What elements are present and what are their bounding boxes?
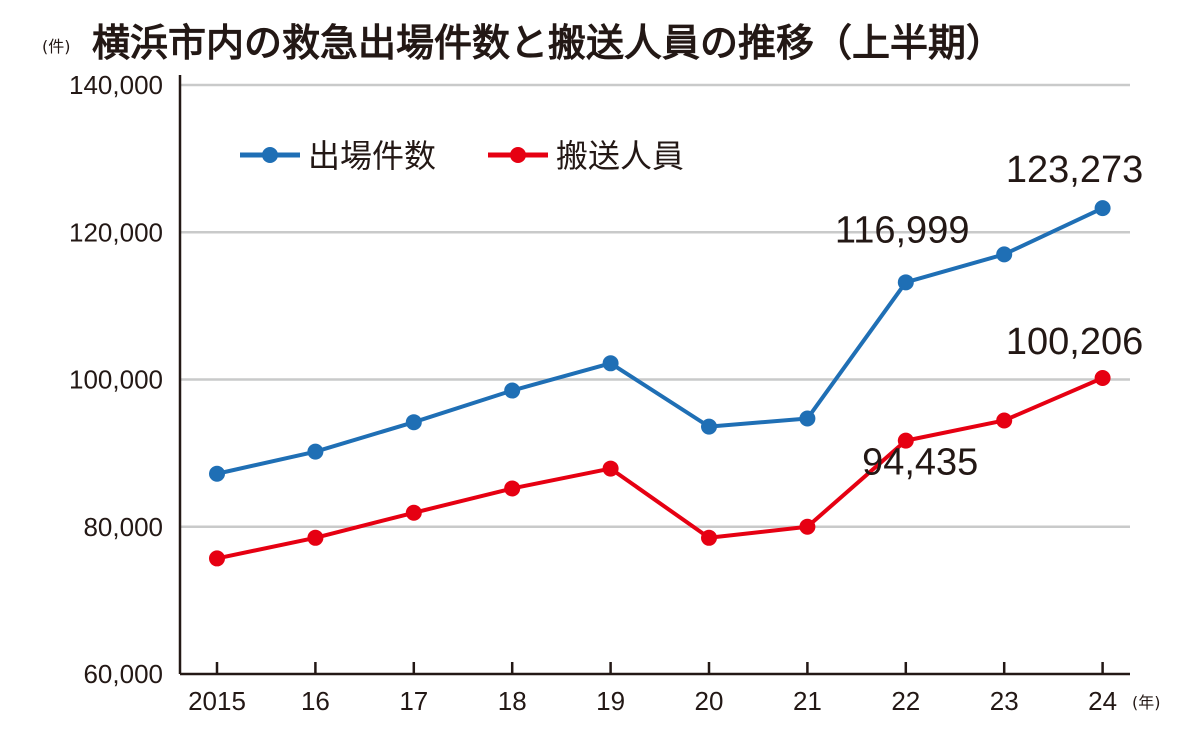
legend-label-transported: 搬送人員 <box>556 137 684 175</box>
data-point <box>701 529 717 546</box>
y-tick-label: 80,000 <box>83 512 163 542</box>
data-point <box>1094 200 1111 217</box>
x-tick-label: 16 <box>301 686 330 716</box>
y-tick-label: 100,000 <box>69 365 163 395</box>
data-point <box>307 443 324 460</box>
data-point <box>209 550 225 567</box>
x-tick-label: 17 <box>399 686 428 716</box>
legend-marker-transported <box>510 147 526 163</box>
chart-title: 横浜市内の救急出場件数と搬送人員の推移（上半期） <box>92 21 1004 65</box>
data-point <box>996 412 1013 429</box>
x-tick-label: 21 <box>793 686 822 716</box>
data-point <box>504 382 521 399</box>
data-point <box>701 418 717 435</box>
y-tick-label: 60,000 <box>83 659 163 689</box>
data-point <box>897 274 914 291</box>
data-point <box>1094 369 1111 386</box>
data-point <box>897 432 914 449</box>
x-tick-label: 20 <box>695 686 724 716</box>
x-tick-label: 23 <box>990 686 1019 716</box>
data-point <box>996 246 1013 263</box>
data-point <box>504 480 521 497</box>
x-tick-label: 2015 <box>188 686 246 716</box>
series-line-dispatches <box>216 206 1104 476</box>
x-tick-label: 19 <box>596 686 625 716</box>
legend: 出場件数 搬送人員 <box>240 137 684 175</box>
data-point <box>405 414 422 431</box>
data-label: 123,273 <box>1006 149 1143 191</box>
data-point <box>307 529 324 546</box>
x-tick-label: 18 <box>498 686 527 716</box>
x-tick-label: 24 <box>1088 686 1117 716</box>
data-point <box>799 518 816 535</box>
x-tick-label: 22 <box>891 686 920 716</box>
y-axis-unit: (件) <box>42 37 71 56</box>
data-label: 94,435 <box>862 441 978 483</box>
data-point <box>799 410 816 427</box>
data-point <box>602 355 619 372</box>
data-point <box>405 504 422 521</box>
data-point <box>602 460 619 477</box>
y-tick-label: 140,000 <box>69 70 163 100</box>
data-label: 100,206 <box>1006 321 1143 363</box>
data-point <box>209 465 225 482</box>
x-axis-unit: (年) <box>1132 693 1161 712</box>
data-label: 116,999 <box>835 209 970 251</box>
y-tick-label: 120,000 <box>69 217 163 247</box>
series-line-transported <box>216 376 1104 561</box>
legend-label-dispatches: 出場件数 <box>308 137 436 175</box>
legend-marker-dispatches <box>262 147 278 163</box>
